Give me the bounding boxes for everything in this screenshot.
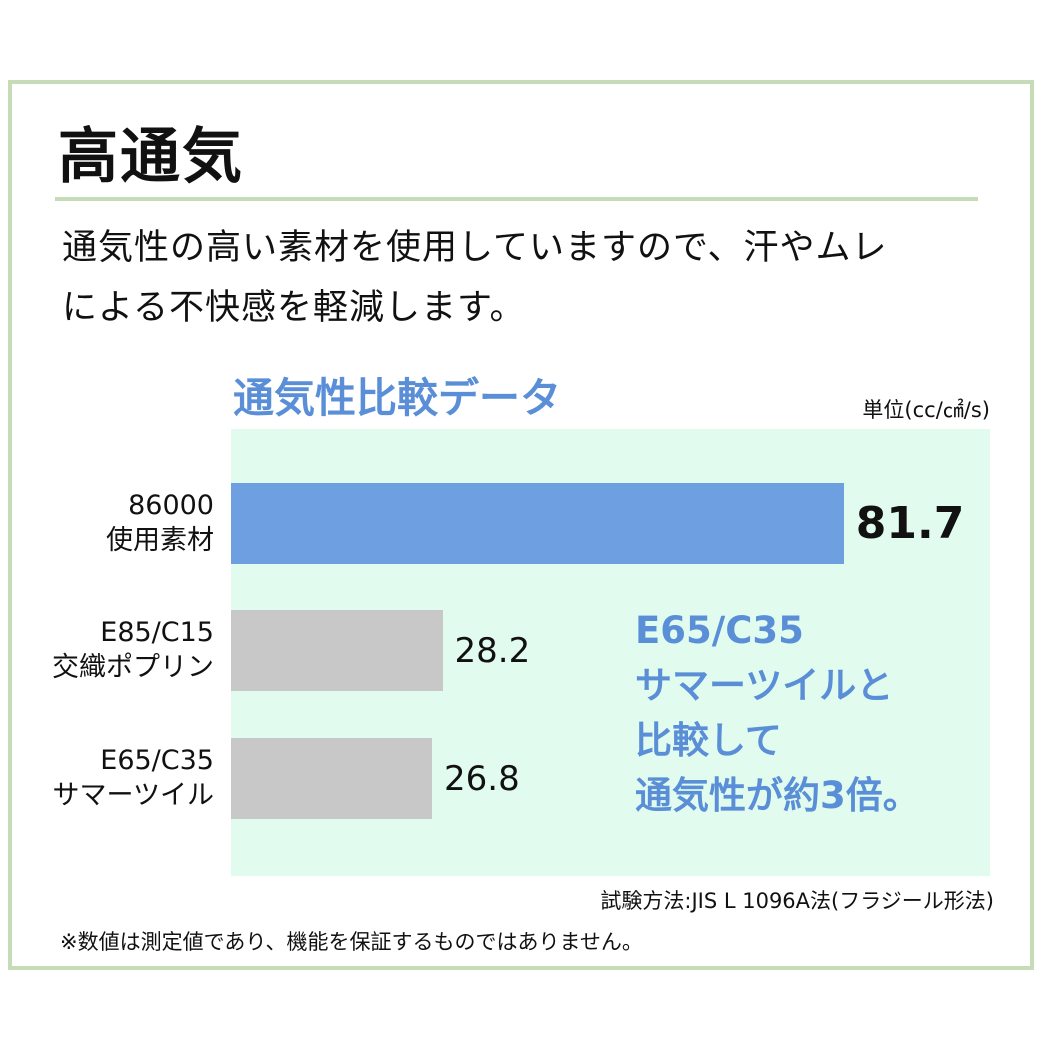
category-label-line-2: サマーツイル (52, 780, 214, 811)
description-line-1: 通気性の高い素材を使用していますので、汗やムレ (62, 228, 888, 268)
callout-line-3: 比較して (635, 719, 782, 762)
bar-value-label: 28.2 (454, 630, 531, 671)
bar (231, 483, 844, 564)
callout-line-1: E65/C35 (635, 609, 804, 652)
bar (231, 610, 443, 691)
category-label-line-2: 交織ポプリン (52, 652, 214, 683)
category-label-line-1: E65/C35 (100, 745, 214, 776)
category-label-line-2: 使用素材 (106, 525, 214, 556)
test-method-note: 試験方法:JIS L 1096A法(フラジール形法) (600, 889, 994, 913)
content-frame (8, 80, 1034, 970)
category-label-line-1: E85/C15 (100, 617, 214, 648)
category-label: E85/C15 交織ポプリン (0, 615, 214, 685)
disclaimer-note: ※数値は測定値であり、機能を保証するものではありません。 (60, 930, 643, 954)
description: 通気性の高い素材を使用していますので、汗やムレ による不快感を軽減します。 (62, 218, 1002, 338)
comparison-callout: E65/C35 サマーツイルと 比較して 通気性が約3倍。 (635, 603, 920, 823)
category-label: 86000 使用素材 (0, 488, 214, 558)
bar (231, 738, 432, 819)
page-title: 高通気 (58, 122, 244, 192)
callout-line-2: サマーツイルと (635, 664, 894, 707)
chart-title: 通気性比較データ (233, 374, 561, 422)
title-divider (55, 197, 978, 201)
category-label-line-1: 86000 (128, 490, 214, 521)
chart-unit-label: 単位(cc/㎠/s) (862, 398, 990, 422)
bar-value-label: 81.7 (855, 497, 965, 549)
callout-line-4: 通気性が約3倍。 (635, 774, 920, 817)
bar-value-label: 26.8 (444, 758, 520, 799)
description-line-2: による不快感を軽減します。 (62, 288, 526, 328)
category-label: E65/C35 サマーツイル (0, 743, 214, 813)
